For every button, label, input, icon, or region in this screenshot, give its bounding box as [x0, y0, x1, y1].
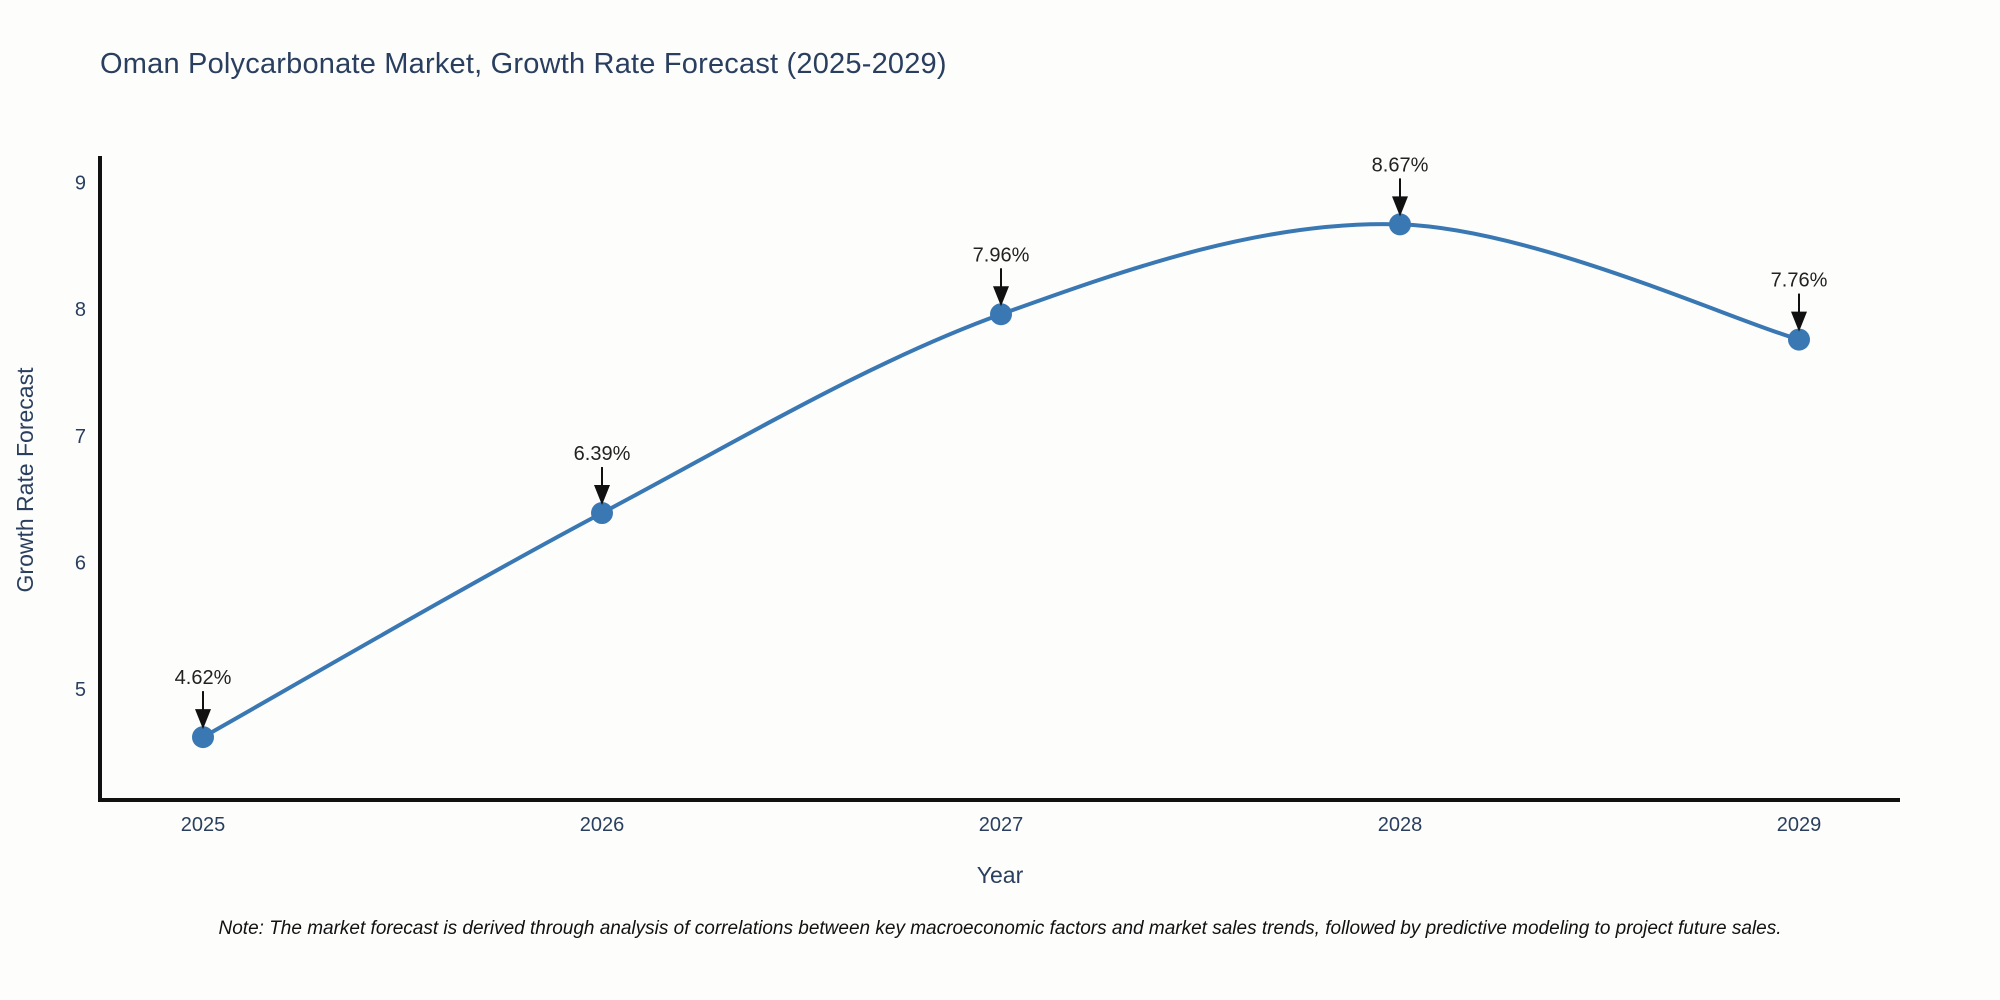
x-tick-label-2025: 2025 [181, 814, 226, 836]
data-point-2027[interactable] [990, 303, 1012, 326]
annotation-arrowhead-2028 [1392, 196, 1408, 217]
y-axis-title: Growth Rate Forecast [12, 367, 38, 593]
annotation-arrowhead-2025 [195, 709, 211, 730]
data-point-2025[interactable] [192, 726, 214, 749]
y-tick-label-7: 7 [75, 426, 86, 448]
y-tick-label-6: 6 [75, 552, 86, 574]
y-tick-label-8: 8 [75, 299, 86, 321]
x-axis-title: Year [977, 862, 1024, 888]
annotation-label-2029: 7.76% [1771, 270, 1828, 292]
x-tick-label-2029: 2029 [1777, 814, 1822, 836]
annotation-label-2028: 8.67% [1372, 154, 1429, 176]
annotation-label-2026: 6.39% [574, 443, 631, 465]
annotation-label-2025: 4.62% [175, 667, 232, 689]
data-point-2028[interactable] [1389, 213, 1411, 236]
line-chart-plot-area[interactable]: 5 6 7 8 9 2025 2026 2027 2028 2029 4.62% 6.39% 7.96%… [0, 0, 2000, 910]
annotation-arrowhead-2027 [993, 286, 1009, 307]
footnote: Note: The market forecast is derived thr… [218, 918, 1782, 939]
x-tick-label-2027: 2027 [979, 814, 1024, 836]
data-point-2026[interactable] [591, 502, 613, 525]
data-point-2029[interactable] [1788, 328, 1810, 351]
y-tick-label-9: 9 [75, 173, 86, 195]
x-tick-label-2028: 2028 [1378, 814, 1423, 836]
annotation-arrowhead-2029 [1791, 311, 1807, 332]
chart-title: Oman Polycarbonate Market, Growth Rate F… [100, 48, 947, 80]
y-tick-label-5: 5 [75, 679, 86, 701]
annotation-label-2027: 7.96% [973, 244, 1030, 266]
annotation-arrowhead-2026 [594, 485, 610, 506]
x-tick-label-2026: 2026 [580, 814, 625, 836]
